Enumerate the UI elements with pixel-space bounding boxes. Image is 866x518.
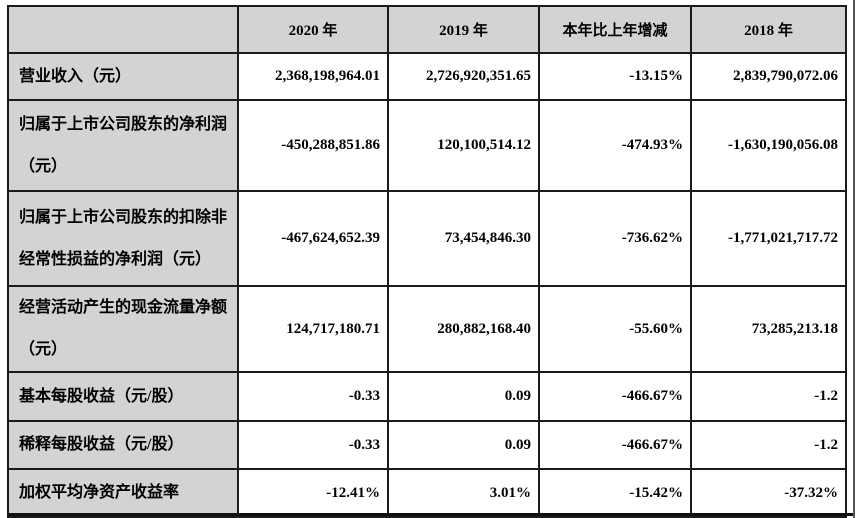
- table-row-net-profit-excl-nonrecurring: 归属于上市公司股东的扣除非经常性损益的净利润（元） -467,624,652.3…: [7, 190, 847, 287]
- value-cell: -466.67%: [538, 371, 692, 422]
- value-cell: -1.2: [690, 371, 847, 422]
- value-cell: -1.2: [690, 420, 847, 470]
- value-cell: 2,839,790,072.06: [690, 52, 847, 101]
- header-cell-2019: 2019 年: [387, 5, 540, 54]
- value-cell: -0.33: [237, 420, 389, 470]
- value-cell: -15.42%: [538, 468, 692, 518]
- value-cell: 73,454,846.30: [387, 190, 540, 287]
- value-cell: 3.01%: [387, 468, 540, 518]
- value-cell: -474.93%: [538, 99, 692, 192]
- row-label: 归属于上市公司股东的净利润 （元）: [7, 99, 239, 192]
- table-row-diluted-eps: 稀释每股收益（元/股） -0.33 0.09 -466.67% -1.2: [7, 420, 847, 470]
- table-row-operating-cash-flow: 经营活动产生的现金流量净额 （元） 124,717,180.71 280,882…: [7, 285, 847, 373]
- value-cell: -467,624,652.39: [237, 190, 389, 287]
- value-cell: -1,771,021,717.72: [690, 190, 847, 287]
- row-label: 稀释每股收益（元/股）: [7, 420, 239, 470]
- value-cell: -55.60%: [538, 285, 692, 373]
- value-cell: 120,100,514.12: [387, 99, 540, 192]
- value-cell: 2,368,198,964.01: [237, 52, 389, 101]
- table-row-revenue: 营业收入（元） 2,368,198,964.01 2,726,920,351.6…: [7, 52, 847, 101]
- header-cell-2020: 2020 年: [237, 5, 389, 54]
- financial-metrics-table: 2020 年 2019 年 本年比上年增减 2018 年 营业收入（元） 2,3…: [7, 5, 847, 518]
- header-cell-yoy-change: 本年比上年增减: [538, 5, 692, 54]
- value-cell: -450,288,851.86: [237, 99, 389, 192]
- value-cell: -736.62%: [538, 190, 692, 287]
- value-cell: 73,285,213.18: [690, 285, 847, 373]
- value-cell: 0.09: [387, 420, 540, 470]
- value-cell: -466.67%: [538, 420, 692, 470]
- value-cell: -1,630,190,056.08: [690, 99, 847, 192]
- row-label: 加权平均净资产收益率: [7, 468, 239, 518]
- header-cell-blank: [7, 5, 239, 54]
- header-cell-2018: 2018 年: [690, 5, 847, 54]
- value-cell: -12.41%: [237, 468, 389, 518]
- table-row-weighted-avg-roe: 加权平均净资产收益率 -12.41% 3.01% -15.42% -37.32%: [7, 468, 847, 518]
- row-label: 基本每股收益（元/股）: [7, 371, 239, 422]
- row-label: 归属于上市公司股东的扣除非经常性损益的净利润（元）: [7, 190, 239, 287]
- row-label: 营业收入（元）: [7, 52, 239, 101]
- value-cell: 280,882,168.40: [387, 285, 540, 373]
- value-cell: 2,726,920,351.65: [387, 52, 540, 101]
- value-cell: -37.32%: [690, 468, 847, 518]
- header-row: 2020 年 2019 年 本年比上年增减 2018 年: [7, 5, 847, 54]
- value-cell: 124,717,180.71: [237, 285, 389, 373]
- value-cell: 0.09: [387, 371, 540, 422]
- row-label: 经营活动产生的现金流量净额 （元）: [7, 285, 239, 373]
- table-row-basic-eps: 基本每股收益（元/股） -0.33 0.09 -466.67% -1.2: [7, 371, 847, 422]
- page-edge-line: [853, 0, 855, 518]
- value-cell: -0.33: [237, 371, 389, 422]
- value-cell: -13.15%: [538, 52, 692, 101]
- thick-bottom-rule: [7, 513, 853, 516]
- table-row-net-profit: 归属于上市公司股东的净利润 （元） -450,288,851.86 120,10…: [7, 99, 847, 192]
